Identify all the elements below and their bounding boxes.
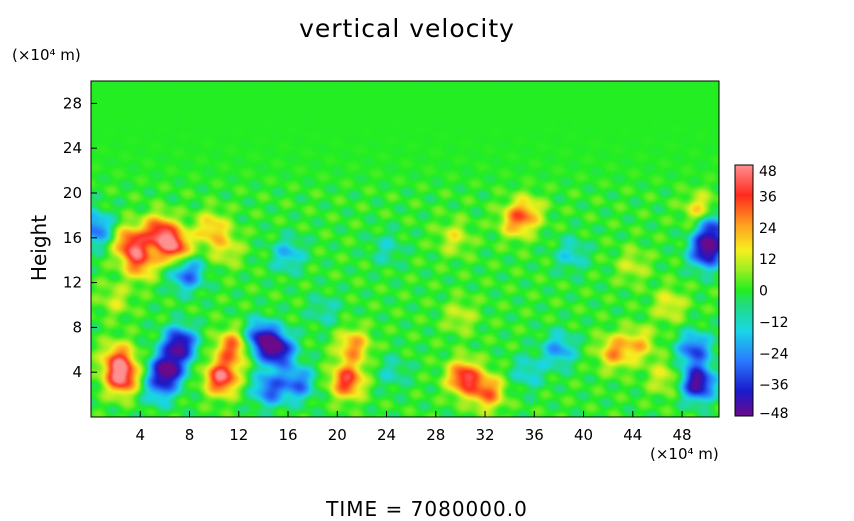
x-tick-label: 4 <box>135 426 145 444</box>
time-readout: TIME = 7080000.0 <box>326 497 528 521</box>
plot-frame <box>90 80 720 418</box>
y-tick-label: 4 <box>72 363 82 381</box>
x-tick-label: 48 <box>673 426 692 444</box>
colorbar-tick-label: −36 <box>759 378 789 394</box>
x-tick-label: 40 <box>574 426 593 444</box>
colorbar <box>734 164 754 417</box>
y-tick-label: 16 <box>63 229 82 247</box>
x-tick-label: 8 <box>185 426 195 444</box>
colorbar-tick-label: −12 <box>759 315 789 331</box>
y-tick-label: 20 <box>63 184 82 202</box>
x-tick-label: 24 <box>377 426 396 444</box>
x-tick-label: 16 <box>278 426 297 444</box>
y-tick-label: 28 <box>63 94 82 112</box>
x-tick-label: 36 <box>525 426 544 444</box>
y-tick-label: 8 <box>72 318 82 336</box>
colorbar-tick-label: 48 <box>759 164 777 180</box>
colorbar-tick-label: −48 <box>759 406 789 422</box>
y-tick-label: 24 <box>63 139 82 157</box>
colorbar-tick-label: 0 <box>759 284 768 300</box>
colorbar-tick-label: −24 <box>759 346 789 362</box>
heatmap-field <box>91 81 719 417</box>
colorbar-tick-label: 24 <box>759 221 777 237</box>
x-axis-unit: (×10⁴ m) <box>650 445 719 463</box>
x-tick-label: 20 <box>328 426 347 444</box>
y-axis-unit: (×10⁴ m) <box>12 46 81 64</box>
x-tick-label: 28 <box>426 426 445 444</box>
colorbar-tick-label: 12 <box>759 252 777 268</box>
y-tick-label: 12 <box>63 274 82 292</box>
x-tick-label: 44 <box>623 426 642 444</box>
chart-title: vertical velocity <box>299 14 515 43</box>
colorbar-tick-label: 36 <box>759 189 777 205</box>
x-tick-label: 32 <box>475 426 494 444</box>
x-tick-label: 12 <box>229 426 248 444</box>
